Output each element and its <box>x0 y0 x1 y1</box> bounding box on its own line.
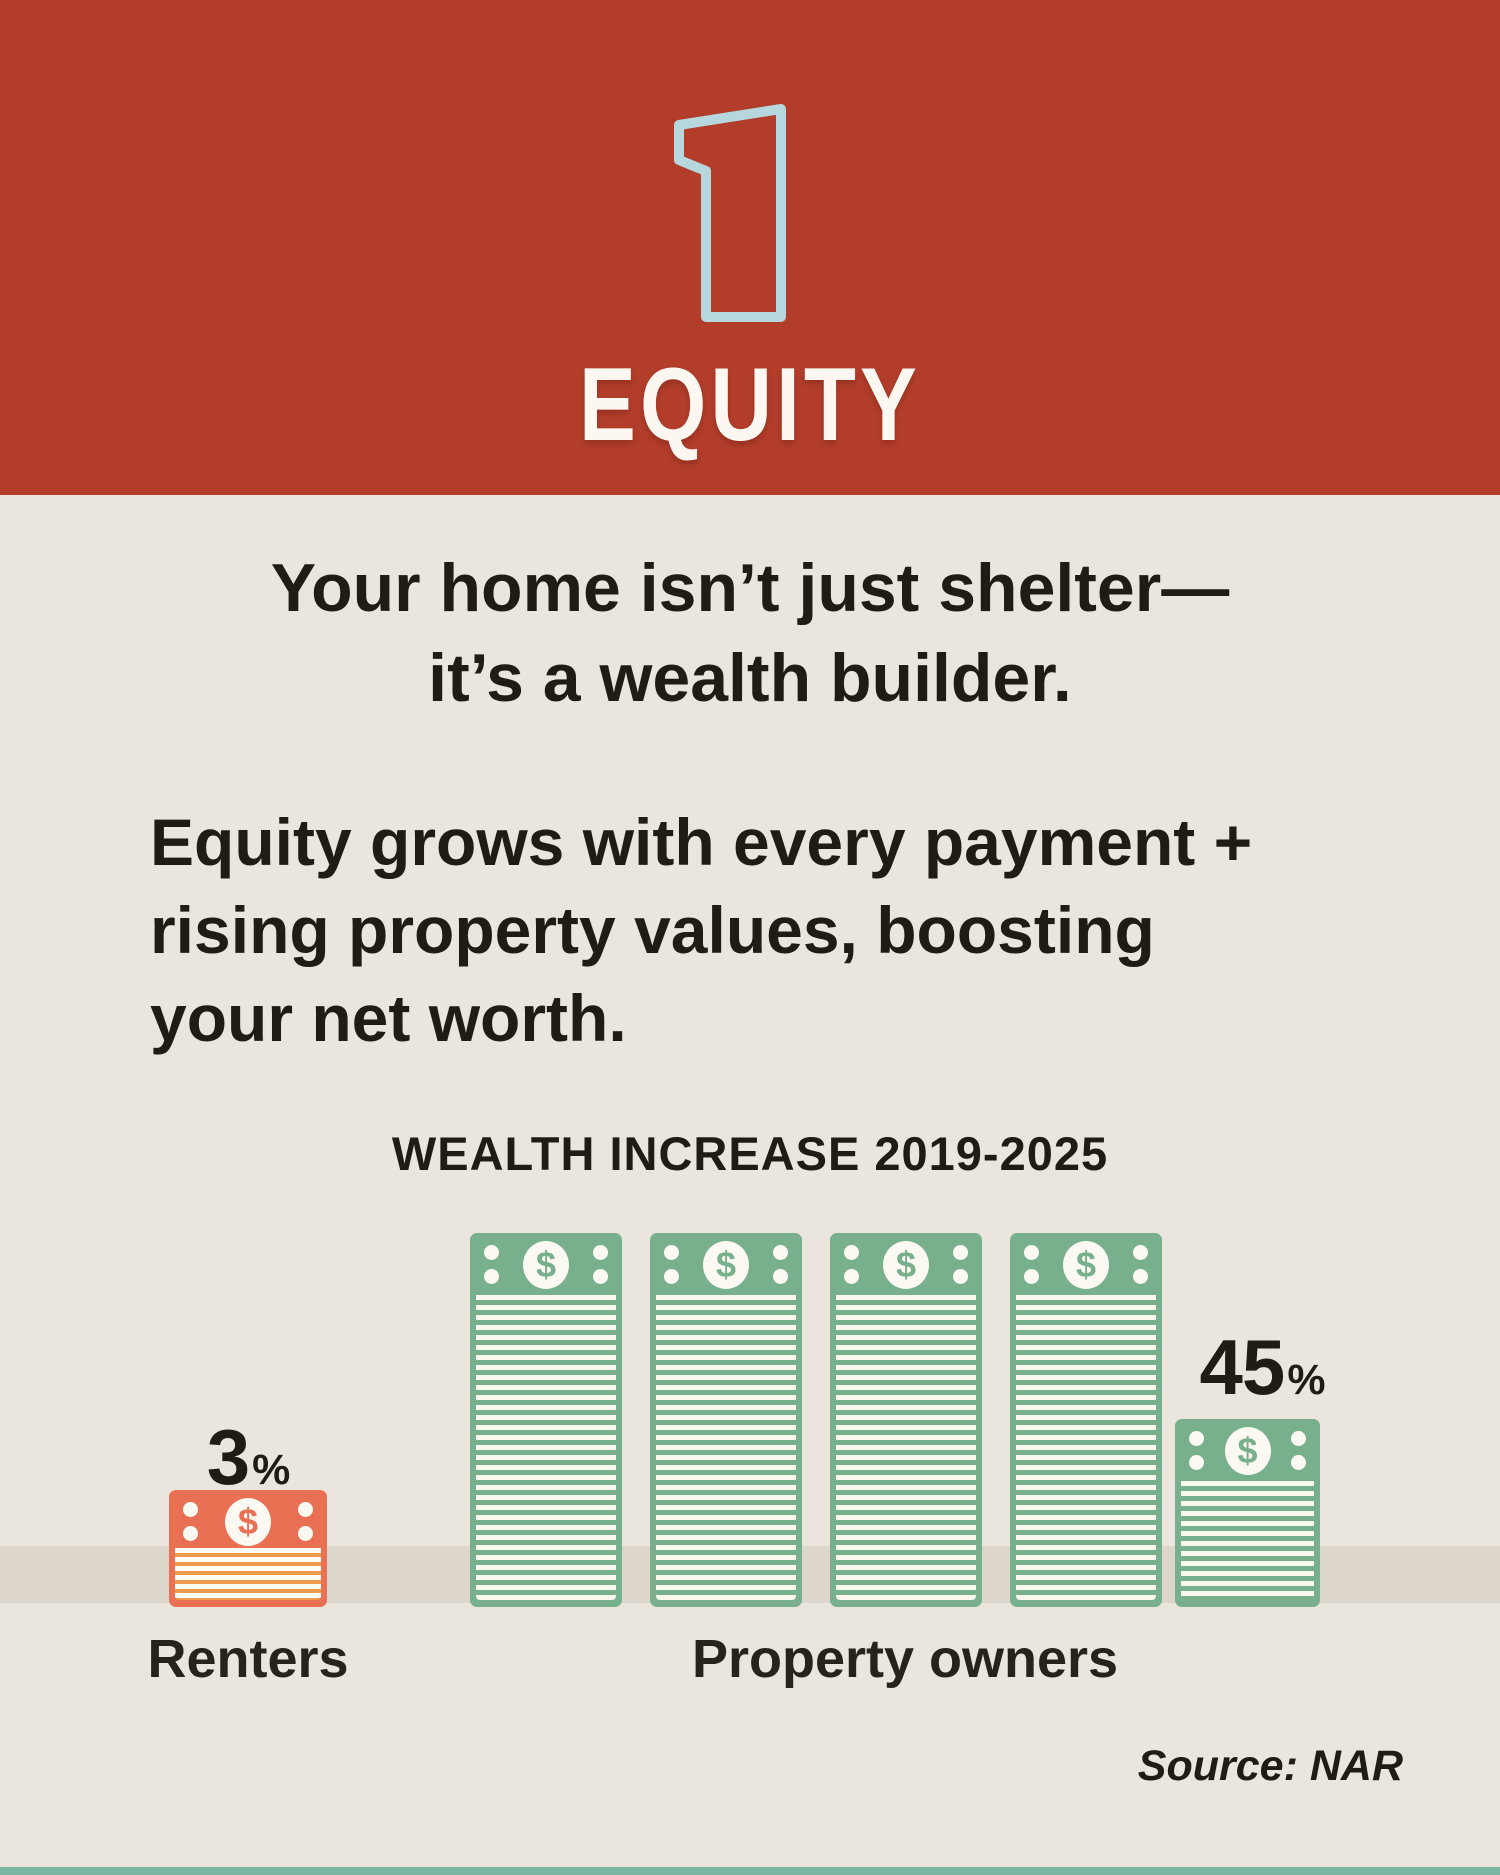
renters-value-label: 3% <box>206 1413 291 1501</box>
owners-money-stack: $ <box>470 1233 622 1607</box>
owners-money-stack: $ <box>1010 1233 1162 1607</box>
bill-stack-stripes <box>836 1295 976 1600</box>
step-number-one-icon <box>674 104 786 322</box>
bill-header: $ <box>1010 1233 1162 1295</box>
bill-dot <box>664 1269 679 1284</box>
bill-stack-stripes <box>476 1295 616 1600</box>
bill-dot <box>664 1245 679 1260</box>
bill-dot <box>1133 1245 1148 1260</box>
owners-money-stack: $ <box>1175 1419 1320 1607</box>
bill-header: $ <box>830 1233 982 1295</box>
owners-money-stack: $ <box>650 1233 802 1607</box>
bill-stack-stripes <box>656 1295 796 1600</box>
owners-money-stack: $ <box>830 1233 982 1607</box>
bill-dot <box>773 1269 788 1284</box>
bill-stack-stripes <box>175 1548 321 1600</box>
bill-dot <box>593 1245 608 1260</box>
bill-stack-stripes <box>1181 1481 1314 1600</box>
bill-dot <box>953 1245 968 1260</box>
bill-dot <box>484 1269 499 1284</box>
dollar-icon: $ <box>523 1241 569 1289</box>
footer-strip <box>0 1867 1500 1875</box>
owners-label: Property owners <box>691 1629 1119 1689</box>
bill-dot <box>298 1502 313 1517</box>
bill-header: $ <box>650 1233 802 1295</box>
bill-dot <box>953 1269 968 1284</box>
intro-body: Equity grows with every payment + rising… <box>150 805 1253 1055</box>
bill-dot <box>1189 1455 1204 1470</box>
dollar-icon: $ <box>1224 1427 1271 1475</box>
dollar-icon: $ <box>703 1241 749 1289</box>
chart-title: WEALTH INCREASE 2019-2025 <box>391 1127 1109 1180</box>
bill-dot <box>844 1269 859 1284</box>
renters-money-stack: $ <box>169 1490 327 1607</box>
bill-header: $ <box>1175 1419 1320 1481</box>
bill-header: $ <box>169 1490 327 1548</box>
intro-heading: Your home isn’t just shelter— it’s a wea… <box>270 550 1230 716</box>
bill-header: $ <box>470 1233 622 1295</box>
bill-dot <box>1024 1269 1039 1284</box>
bill-dot <box>1133 1269 1148 1284</box>
bill-dot <box>183 1526 198 1541</box>
dollar-icon: $ <box>225 1498 271 1546</box>
bill-dot <box>1189 1431 1204 1446</box>
source-credit: Source: NAR <box>1137 1742 1403 1790</box>
bill-dot <box>1024 1245 1039 1260</box>
bill-dot <box>1291 1455 1306 1470</box>
banner-title: EQUITY <box>578 347 922 463</box>
bill-stack-stripes <box>1016 1295 1156 1600</box>
bill-dot <box>1291 1431 1306 1446</box>
dollar-icon: $ <box>883 1241 929 1289</box>
bill-dot <box>183 1502 198 1517</box>
bill-dot <box>484 1245 499 1260</box>
bill-dot <box>593 1269 608 1284</box>
bill-dot <box>844 1245 859 1260</box>
bill-dot <box>298 1526 313 1541</box>
dollar-icon: $ <box>1063 1241 1109 1289</box>
bill-dot <box>773 1245 788 1260</box>
renters-label: Renters <box>147 1629 349 1689</box>
step-banner: EQUITY <box>0 0 1500 495</box>
owners-value-label: 45% <box>1199 1323 1326 1411</box>
